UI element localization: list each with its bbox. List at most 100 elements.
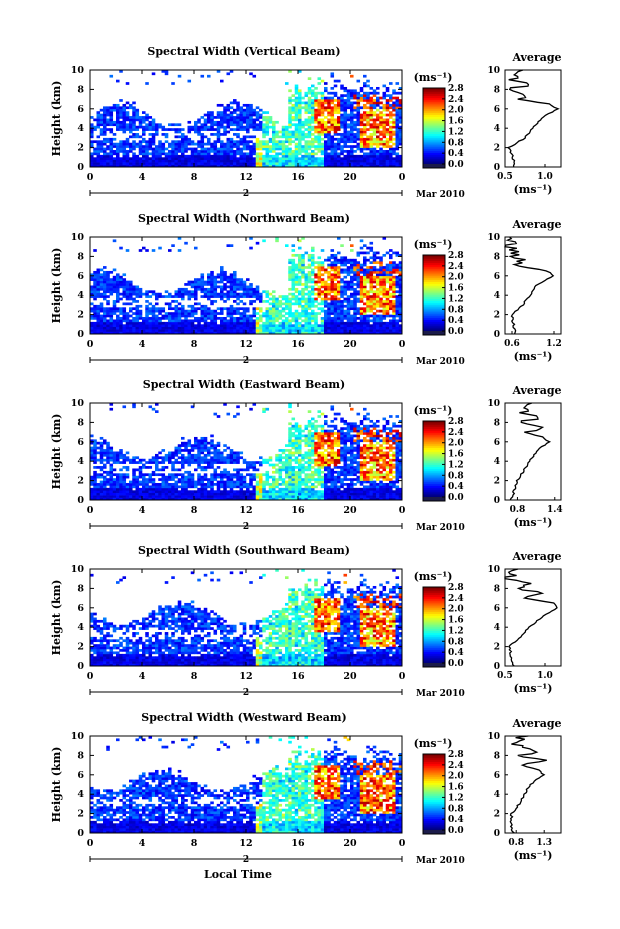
heatmap-cell	[265, 111, 270, 114]
heatmap-cell	[93, 478, 97, 481]
heatmap-cell	[119, 108, 123, 112]
heatmap-cell	[194, 287, 198, 291]
heatmap-cell	[132, 285, 136, 289]
heatmap-cell	[356, 268, 361, 272]
heatmap-cell	[317, 125, 322, 129]
heatmap-cell	[379, 152, 383, 156]
heatmap-cell	[333, 256, 338, 260]
heatmap-cell	[213, 331, 218, 335]
heatmap-cell	[122, 324, 127, 328]
heatmap-cell	[142, 154, 146, 158]
heatmap-cell	[330, 331, 335, 335]
heatmap-cell	[330, 101, 335, 105]
heatmap-cell	[236, 329, 240, 332]
heatmap-cell	[155, 307, 159, 311]
heatmap-cell	[340, 101, 344, 105]
heatmap-cell	[220, 268, 224, 272]
heatmap-cell	[142, 120, 146, 124]
heatmap-cell	[385, 113, 390, 117]
heatmap-cell	[392, 113, 396, 117]
heatmap-cell	[343, 108, 348, 112]
heatmap-cell	[272, 300, 276, 303]
heatmap-cell	[307, 302, 312, 306]
heatmap-cell	[236, 147, 240, 151]
heatmap-cell	[275, 145, 279, 148]
heatmap-cell	[330, 116, 335, 119]
heatmap-cell	[203, 283, 208, 286]
heatmap-cell	[119, 128, 123, 131]
heatmap-cell	[291, 253, 296, 257]
heatmap-cell	[317, 326, 322, 330]
heatmap-cell	[168, 145, 172, 148]
heatmap-cell	[288, 326, 292, 330]
avg-x-tick-label: 0.6	[504, 339, 520, 349]
heatmap-cell	[99, 446, 104, 450]
heatmap-cell	[129, 280, 133, 284]
heatmap-cell	[122, 487, 127, 491]
heatmap-cell	[122, 492, 127, 496]
heatmap-cell	[304, 135, 309, 139]
heatmap-cell	[369, 331, 374, 335]
heatmap-cell	[353, 287, 357, 291]
colorbar-swatch	[423, 279, 445, 282]
heatmap-cell	[343, 258, 348, 262]
heatmap-cell	[333, 285, 338, 289]
heatmap-cell	[177, 449, 182, 452]
heatmap-cell	[346, 145, 351, 148]
heatmap-cell	[226, 280, 231, 284]
heatmap-cell	[103, 490, 107, 494]
heatmap-cell	[327, 278, 331, 281]
heatmap-cell	[213, 145, 218, 148]
heatmap-cell	[203, 290, 208, 294]
heatmap-cell	[369, 96, 374, 100]
heatmap-cell	[210, 439, 214, 443]
heatmap-cell	[356, 331, 361, 335]
heatmap-cell	[340, 135, 344, 139]
heatmap-cell	[174, 449, 179, 452]
heatmap-cell	[330, 304, 335, 308]
heatmap-cell	[281, 140, 286, 144]
heatmap-cell	[359, 292, 364, 296]
heatmap-cell	[213, 412, 218, 416]
heatmap-cell	[389, 135, 393, 139]
heatmap-cell	[268, 154, 273, 158]
heatmap-cell	[116, 497, 120, 501]
heatmap-cell	[122, 485, 127, 489]
heatmap-cell	[330, 273, 335, 277]
heatmap-cell	[372, 300, 377, 303]
heatmap-cell	[216, 273, 221, 277]
heatmap-cell	[184, 331, 188, 335]
heatmap-cell	[103, 312, 107, 315]
heatmap-cell	[109, 162, 114, 165]
heatmap-cell	[385, 108, 390, 112]
heatmap-cell	[93, 152, 97, 156]
heatmap-cell	[184, 283, 188, 286]
heatmap-cell	[346, 154, 351, 158]
heatmap-cell	[96, 290, 101, 294]
heatmap-cell	[135, 125, 140, 129]
heatmap-cell	[376, 324, 380, 328]
heatmap-cell	[207, 159, 211, 163]
heatmap-cell	[389, 137, 393, 141]
heatmap-cell	[148, 302, 153, 306]
heatmap-cell	[320, 118, 325, 122]
heatmap-cell	[298, 321, 302, 325]
heatmap-cell	[392, 268, 396, 272]
heatmap-cell	[311, 108, 315, 112]
heatmap-cell	[337, 147, 341, 151]
heatmap-cell	[320, 285, 325, 289]
heatmap-cell	[125, 475, 130, 479]
heatmap-cell	[129, 135, 133, 139]
heatmap-cell	[216, 157, 221, 161]
heatmap-cell	[239, 128, 244, 131]
heatmap-cell	[301, 162, 305, 165]
heatmap-cell	[346, 287, 351, 291]
heatmap-cell	[181, 157, 185, 161]
heatmap-cell	[340, 140, 344, 144]
heatmap-cell	[369, 140, 374, 144]
heatmap-cell	[385, 99, 390, 102]
heatmap-cell	[333, 120, 338, 124]
heatmap-cell	[112, 490, 117, 494]
y-tick-label: 2	[77, 143, 84, 154]
heatmap-cell	[213, 300, 218, 303]
